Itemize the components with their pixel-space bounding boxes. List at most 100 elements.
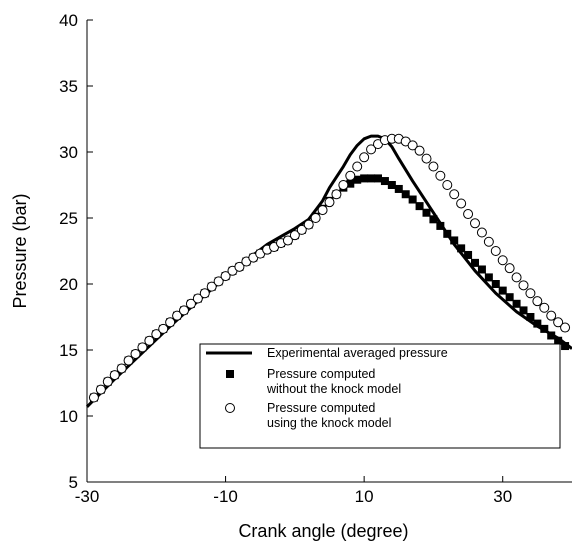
circle-point [289, 230, 300, 241]
square-point [471, 258, 479, 267]
square-point [491, 280, 500, 288]
y-tick-label: 5 [69, 473, 78, 492]
y-tick-label: 15 [59, 341, 78, 360]
square-point [457, 244, 466, 253]
circle-point [428, 161, 439, 172]
square-point [429, 215, 438, 224]
circle-point [345, 170, 356, 181]
circle-point [282, 235, 293, 246]
legend-label: Pressure computed [267, 367, 375, 381]
square-point [360, 174, 369, 183]
circle-point [525, 288, 536, 299]
circle-point [331, 189, 342, 200]
circle-point [553, 317, 564, 328]
square-point [540, 324, 549, 333]
circle-point [172, 310, 183, 321]
circle-point [310, 213, 321, 223]
circle-point [359, 152, 370, 163]
legend-label: using the knock model [267, 416, 391, 430]
circle-point [483, 236, 494, 247]
legend-label: Pressure computed [267, 401, 375, 415]
series-open-circle [88, 133, 571, 403]
circle-point [470, 218, 480, 229]
square-point [408, 195, 417, 204]
square-point [443, 229, 452, 238]
circle-point [352, 161, 363, 172]
square-point [547, 331, 556, 340]
circle-point [220, 271, 231, 282]
x-tick-label: -30 [75, 487, 100, 506]
square-point [394, 184, 403, 193]
square-point [401, 190, 410, 199]
circle-point [442, 180, 453, 190]
circle-point [179, 305, 189, 316]
circle-point [144, 335, 155, 346]
square-point [346, 179, 355, 188]
circle-point [109, 370, 120, 381]
circle-point [532, 296, 543, 307]
circle-point [366, 144, 377, 155]
circle-point [303, 219, 314, 230]
square-point [353, 175, 362, 184]
square-point [526, 313, 535, 321]
circle-point [116, 363, 127, 374]
circle-point [504, 263, 515, 274]
circle-point [123, 355, 134, 366]
legend-box [199, 343, 561, 449]
circle-point [213, 276, 224, 287]
ticks: 5 10 15 20 25 30 35 40 -30 -10 10 30 [59, 11, 512, 506]
x-tick-label: 10 [355, 487, 374, 506]
square-point [477, 265, 486, 274]
circle-point [546, 310, 557, 321]
legend-square-swatch [226, 370, 234, 378]
square-point [415, 202, 424, 211]
circle-point [490, 246, 501, 256]
circle-point [463, 209, 474, 220]
square-point [464, 250, 473, 259]
x-tick-label: -10 [213, 487, 238, 506]
circle-point [206, 281, 217, 292]
y-tick-label: 10 [59, 407, 78, 426]
circle-point [185, 298, 196, 309]
circle-point [130, 348, 141, 359]
square-point [505, 293, 514, 302]
y-tick-label: 40 [59, 11, 78, 30]
square-point [450, 236, 459, 245]
circle-point [511, 272, 522, 283]
square-point [512, 299, 521, 308]
circle-point [296, 224, 307, 235]
circle-point [165, 317, 176, 328]
circle-point [199, 288, 210, 299]
legend: Experimental averaged pressure Pressure c… [199, 343, 561, 449]
circle-point [497, 255, 508, 266]
circle-point [324, 197, 335, 208]
circle-point [449, 189, 460, 200]
square-point [533, 319, 542, 328]
circle-point [317, 205, 328, 216]
circle-point [151, 329, 162, 340]
circle-point [476, 227, 487, 238]
circle-point [518, 280, 529, 291]
circle-point [102, 376, 113, 387]
circle-point [88, 392, 99, 403]
y-tick-label: 30 [59, 143, 78, 162]
square-point [374, 174, 382, 183]
square-point [422, 208, 431, 217]
data-marks [85, 133, 572, 408]
circle-point [539, 302, 550, 313]
square-point [484, 273, 493, 282]
circle-point [338, 180, 349, 190]
y-axis-title: Pressure (bar) [10, 193, 30, 308]
circle-point [137, 342, 148, 353]
y-tick-label: 25 [59, 209, 78, 228]
y-tick-label: 35 [59, 77, 78, 96]
circle-point [560, 322, 571, 333]
square-point [380, 177, 389, 186]
square-point [519, 306, 528, 315]
legend-circle-swatch [225, 403, 235, 413]
legend-label: Experimental averaged pressure [267, 346, 448, 360]
axes [86, 20, 572, 483]
circle-point [456, 198, 467, 209]
